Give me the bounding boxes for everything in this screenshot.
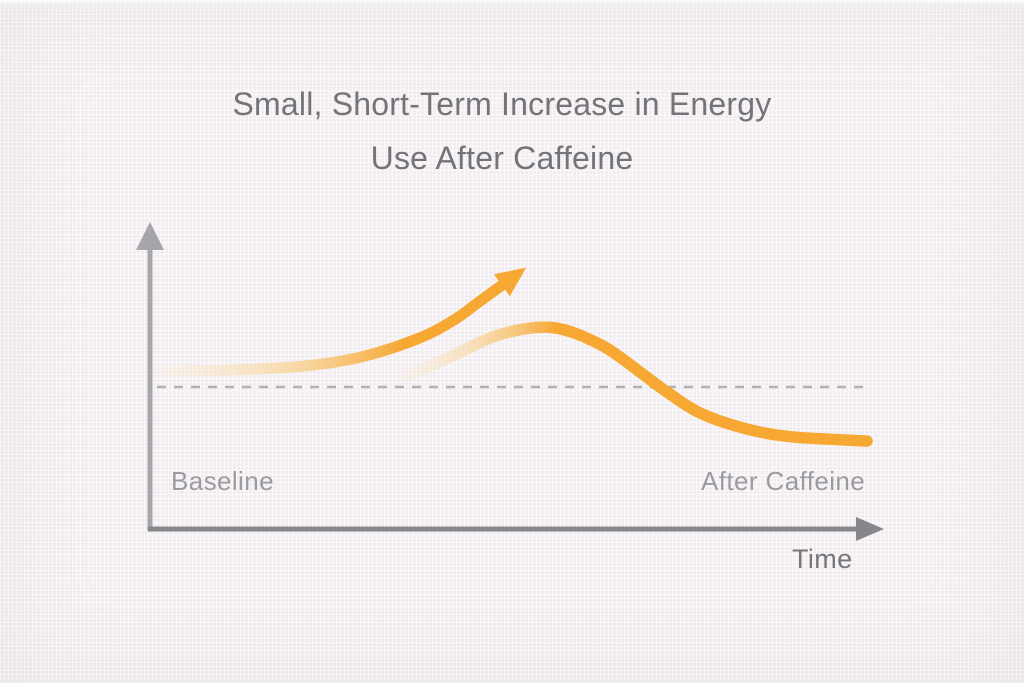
chart-title-line2: Use After Caffeine: [370, 140, 634, 176]
after-caffeine-label: After Caffeine: [701, 466, 866, 496]
time-axis-label: Time: [792, 544, 853, 574]
x-axis-arrowhead-icon: [856, 517, 884, 541]
chart-title: Small, Short-Term Increase in Energy Use…: [0, 77, 1004, 185]
y-axis-arrowhead-icon: [136, 222, 164, 250]
energy-curve: [399, 321, 873, 447]
baseline-label: Baseline: [171, 466, 274, 496]
spike-arrowhead-icon: [494, 267, 527, 297]
spike-arrow-shaft: [162, 278, 509, 377]
chart-title-line1: Small, Short-Term Increase in Energy: [232, 86, 772, 122]
